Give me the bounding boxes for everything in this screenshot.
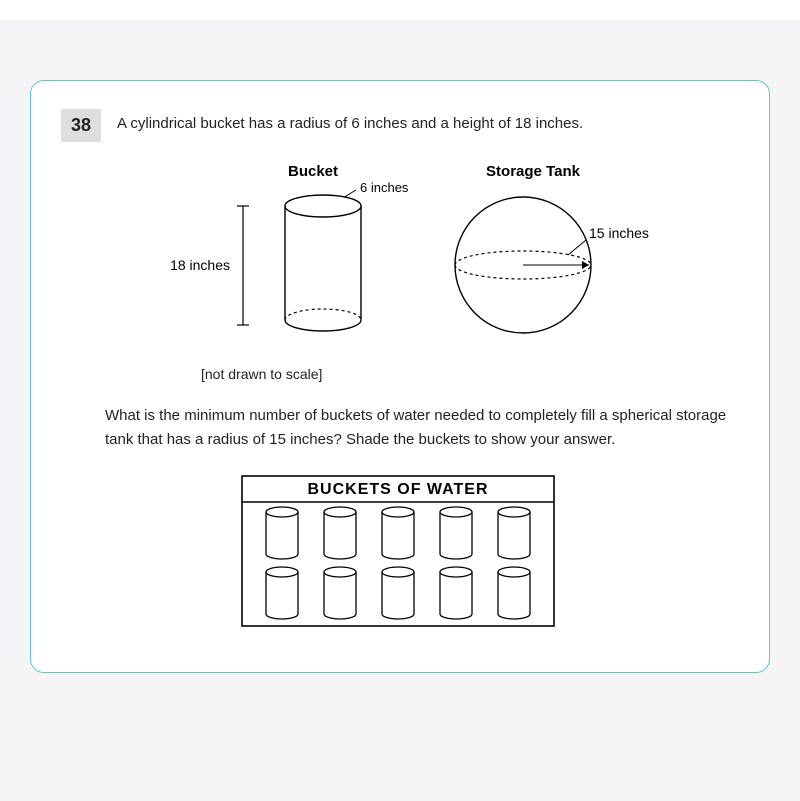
bucket-height-label: 18 inches	[170, 257, 230, 273]
tank-title: Storage Tank	[486, 163, 581, 180]
tank-radius-label: 15 inches	[589, 225, 649, 241]
question-prompt: A cylindrical bucket has a radius of 6 i…	[117, 109, 735, 136]
grid-title: BUCKETS OF WATER	[307, 481, 488, 498]
geometry-diagram: Bucket 6 inches 18 inches Storage Tank	[138, 160, 658, 360]
bucket-radius-label: 6 inches	[360, 180, 409, 195]
bucket-top-ellipse	[285, 195, 361, 217]
question-number: 38	[61, 109, 101, 142]
scale-note: [not drawn to scale]	[201, 366, 735, 382]
question-card: 38 A cylindrical bucket has a radius of …	[30, 80, 770, 673]
diagram-area: Bucket 6 inches 18 inches Storage Tank	[61, 160, 735, 360]
bucket-bottom-back	[285, 309, 361, 320]
question-followup: What is the minimum number of buckets of…	[105, 404, 735, 452]
bucket-title: Bucket	[288, 163, 338, 180]
buckets-of-water-grid: BUCKETS OF WATER	[238, 472, 558, 632]
grid-outer-frame	[242, 476, 554, 626]
answer-box-wrap: BUCKETS OF WATER	[61, 472, 735, 632]
bucket-bottom-front	[285, 320, 361, 331]
